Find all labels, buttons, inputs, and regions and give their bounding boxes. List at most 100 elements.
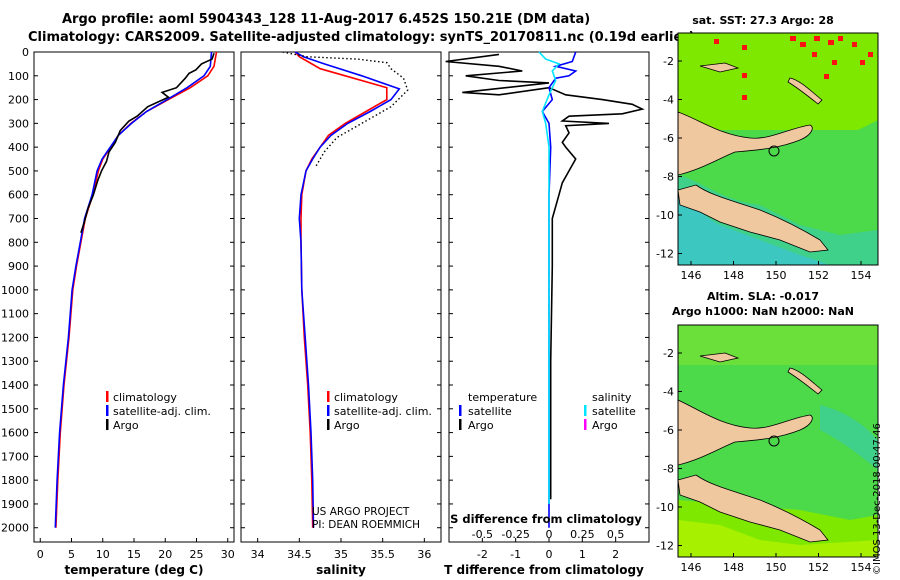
depth-tick-label: 700 <box>8 213 29 226</box>
s-tick-label: 0.25 <box>570 528 595 541</box>
legend-temp-satellite: satellite-adj. clim. <box>113 405 211 418</box>
depth-tick-label: 800 <box>8 236 29 249</box>
sla-map <box>678 325 878 557</box>
x-tick-label: 1 <box>579 548 586 561</box>
x-tick-label: 34.5 <box>287 548 312 561</box>
legend-diff-temperature-title: temperature <box>468 391 537 404</box>
map-y-tick-label: -10 <box>656 209 674 222</box>
s-tick-label: -0.5 <box>472 528 493 541</box>
x-tick-label: 0 <box>37 548 44 561</box>
depth-tick-label: 1000 <box>1 284 29 297</box>
pi-label: PI: DEAN ROEMMICH <box>312 519 420 531</box>
x-tick-label: 20 <box>158 548 172 561</box>
x-tick-label: 25 <box>190 548 204 561</box>
depth-tick-label: 400 <box>8 141 29 154</box>
sla-map-frame <box>677 324 879 558</box>
header-line-1: Argo profile: aoml 5904343_128 11-Aug-20… <box>62 12 591 27</box>
sla-map-title-2: Argo h1000: NaN h2000: NaN <box>672 305 854 318</box>
salinity-axis: 34 34.5 35 35.5 36 <box>251 538 431 561</box>
project-label: US ARGO PROJECT <box>312 506 410 518</box>
salinity-series-satellite-adj-clim- <box>294 51 401 528</box>
map-y-tick-label: -10 <box>656 501 674 514</box>
map-y-tick-label: -6 <box>663 424 674 437</box>
x-tick-label: -2 <box>477 548 488 561</box>
map-x-tick-label: 150 <box>766 561 787 574</box>
legend-temp-climatology: climatology <box>113 391 177 404</box>
x-tick-label: -1 <box>510 548 521 561</box>
map-x-tick-label: 150 <box>766 269 787 282</box>
s-tick-label: 0 <box>546 528 553 541</box>
depth-tick-label: 1300 <box>1 355 29 368</box>
x-tick-label: 5 <box>68 548 75 561</box>
map-x-tick-label: 152 <box>808 561 829 574</box>
sla-map-title-1: Altim. SLA: -0.017 <box>707 290 819 303</box>
map-y-tick-label: -4 <box>663 94 674 107</box>
difference-xlabel: T difference from climatology <box>444 563 644 577</box>
map-axes: 146 148 150 152 154 -2 -4 -6 -8 -10 -12 146 148 150 15… <box>656 55 871 574</box>
map-y-tick-label: -2 <box>663 55 674 68</box>
legend-diff-temp-satellite: satellite <box>468 405 512 418</box>
depth-tick-label: 300 <box>8 117 29 130</box>
map-y-tick-label: -12 <box>656 540 674 553</box>
depth-tick-label: 1100 <box>1 308 29 321</box>
depth-tick-label: 1500 <box>1 403 29 416</box>
map-x-tick-label: 148 <box>723 561 744 574</box>
map-y-tick-label: -4 <box>663 386 674 399</box>
temperature-series-satellite-adj-clim- <box>54 51 213 528</box>
depth-tick-label: 1700 <box>1 450 29 463</box>
depth-tick-label: 500 <box>8 165 29 178</box>
map-y-tick-label: -8 <box>663 463 674 476</box>
imos-stamp: ©IMOS 13-Dec-2018 00:47:46 <box>872 423 883 575</box>
s-tick-label: 0.5 <box>607 528 625 541</box>
map-x-tick-label: 146 <box>681 269 702 282</box>
depth-tick-label: 900 <box>8 260 29 273</box>
map-y-tick-label: -8 <box>663 171 674 184</box>
map-y-tick-label: -12 <box>656 248 674 261</box>
depth-tick-label: 0 <box>22 46 29 59</box>
temperature-series-climatology <box>55 51 218 528</box>
profile-lines <box>54 51 645 528</box>
legend-sal-argo: Argo <box>334 419 360 432</box>
salinity-xlabel: salinity <box>316 563 366 577</box>
difference-series-temperature-satellite <box>541 51 578 528</box>
x-tick-label: 15 <box>127 548 141 561</box>
map-x-tick-label: 154 <box>851 561 872 574</box>
legend-sal-climatology: climatology <box>334 391 398 404</box>
legend-diff-sal-argo: Argo <box>592 419 618 432</box>
legend-diff-sal-satellite: satellite <box>592 405 636 418</box>
difference-axis: -2 -1 0 1 2 -0.5 -0.25 0 0.25 0.5 <box>472 528 625 561</box>
s-tick-label: -0.25 <box>501 528 529 541</box>
sst-map-frame <box>677 32 879 266</box>
depth-tick-label: 1200 <box>1 331 29 344</box>
x-tick-label: 2 <box>612 548 619 561</box>
map-y-tick-label: -2 <box>663 347 674 360</box>
salinity-series-climatology <box>294 51 388 528</box>
x-tick-label: 35 <box>334 548 348 561</box>
legend-sal-satellite: satellite-adj. clim. <box>334 405 432 418</box>
salinity-series-argo-dotted- <box>282 51 409 167</box>
map-x-tick-label: 146 <box>681 561 702 574</box>
depth-tick-label: 1600 <box>1 427 29 440</box>
depth-tick-label: 1800 <box>1 474 29 487</box>
sst-map-title: sat. SST: 27.3 Argo: 28 <box>692 14 834 27</box>
x-tick-label: 34 <box>251 548 265 561</box>
depth-tick-label: 2000 <box>1 522 29 535</box>
x-tick-label: 30 <box>221 548 235 561</box>
x-tick-label: 0 <box>546 548 553 561</box>
legend-diff-temp-argo: Argo <box>468 419 494 432</box>
map-y-tick-label: -6 <box>663 132 674 145</box>
x-tick-label: 35.5 <box>370 548 395 561</box>
depth-axis: 0 100 200 300 400 500 600 700 800 900 1000 1100 1200… <box>1 46 649 535</box>
salinity-legend: climatology satellite-adj. clim. Argo <box>327 391 432 432</box>
sst-map <box>678 33 878 265</box>
temperature-legend: climatology satellite-adj. clim. Argo <box>106 391 211 432</box>
map-x-tick-label: 154 <box>851 269 872 282</box>
depth-tick-label: 1900 <box>1 498 29 511</box>
x-tick-label: 36 <box>417 548 431 561</box>
map-x-tick-label: 152 <box>808 269 829 282</box>
temperature-panel-frame <box>33 51 235 543</box>
map-x-tick-label: 148 <box>723 269 744 282</box>
depth-tick-label: 200 <box>8 94 29 107</box>
legend-temp-argo: Argo <box>113 419 139 432</box>
